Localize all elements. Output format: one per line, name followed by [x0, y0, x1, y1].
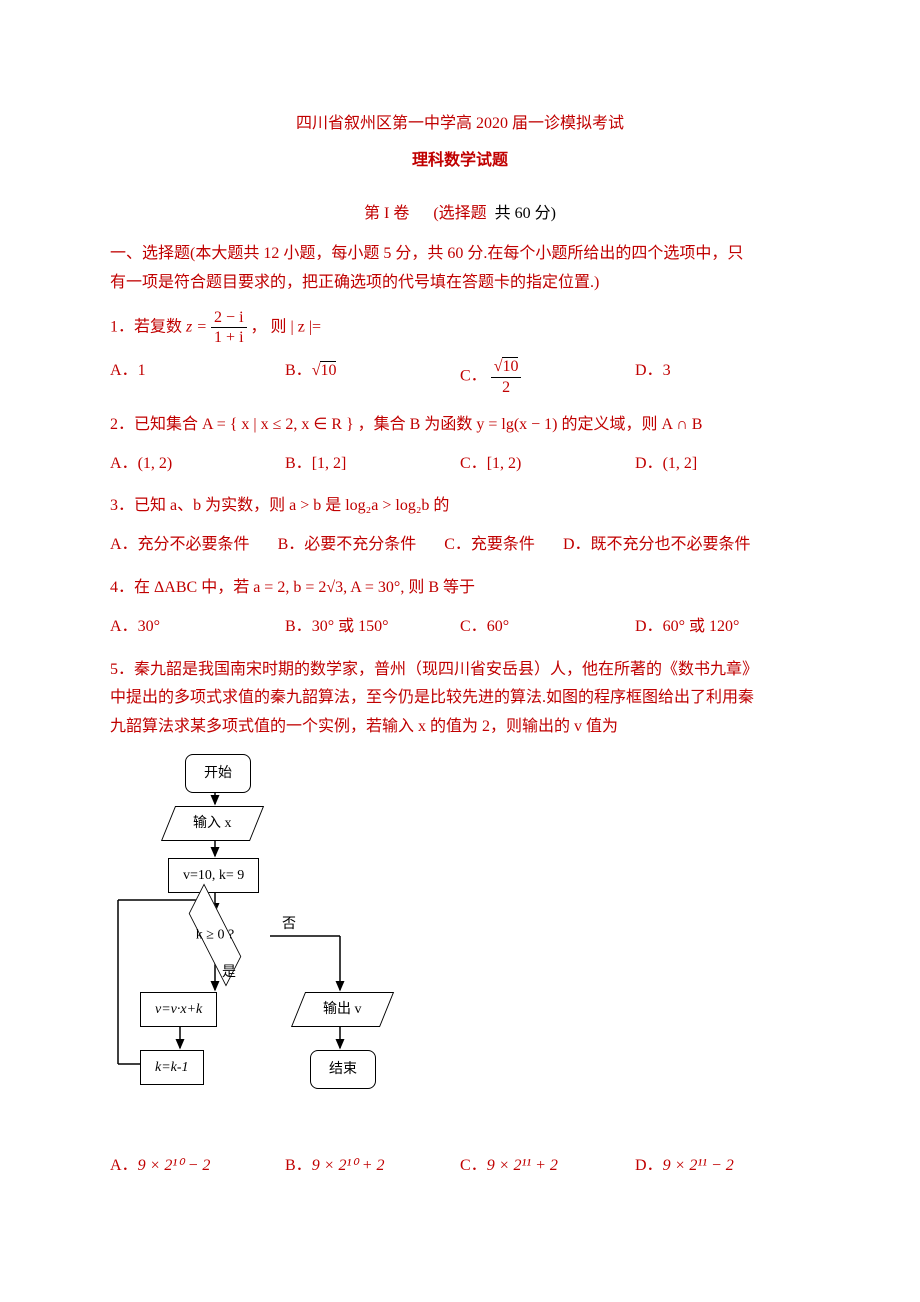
section-num: 第 I 卷 — [364, 205, 409, 222]
q3-opt-d: D．既不充分也不必要条件 — [563, 531, 751, 560]
doc-title: 四川省叙州区第一中学高 2020 届一诊模拟考试 — [110, 110, 810, 139]
q5-opt-d: D．9 × 2¹¹ − 2 — [635, 1152, 810, 1181]
q4-opt-d: D．60° 或 120° — [635, 613, 810, 642]
q3: 3．已知 a、b 为实数，则 a > b 是 log₂a > log₂b 的 — [110, 492, 810, 521]
q5-line2: 中提出的多项式求值的秦九韶算法，至今仍是比较先进的算法.如图的程序框图给出了利用… — [110, 684, 810, 713]
q2-opt-c: C．[1, 2) — [460, 450, 635, 479]
doc-subtitle: 理科数学试题 — [110, 147, 810, 176]
q1-z: z = — [186, 318, 211, 335]
q5-line3: 九韶算法求某多项式值的一个实例，若输入 x 的值为 2，则输出的 v 值为 — [110, 713, 810, 742]
q5-opt-a: A．9 × 2¹⁰ − 2 — [110, 1152, 285, 1181]
q2-setA: A = { x | x ≤ 2, x ∈ R } — [202, 416, 354, 433]
fc-step1: v=v·x+k — [140, 992, 217, 1027]
q1-num: 2 − i — [211, 308, 246, 328]
q1-opt-c: C． √10 2 — [460, 357, 635, 396]
q2-post: 的定义域，则 A ∩ B — [562, 416, 703, 433]
section-pts: 共 60 分) — [495, 205, 556, 222]
q2-pre: 2．已知集合 — [110, 416, 202, 433]
q1-den: 1 + i — [211, 328, 246, 347]
q2-mid: ，集合 B 为函数 — [358, 416, 477, 433]
q1-frac: 2 − i 1 + i — [211, 308, 246, 347]
q3-opt-a: A．充分不必要条件 — [110, 531, 250, 560]
q2-opt-d: D．(1, 2] — [635, 450, 810, 479]
instructions: 一、选择题(本大题共 12 小题，每小题 5 分，共 60 分.在每个小题所给出… — [110, 240, 810, 298]
fc-input: 输入 x — [168, 806, 257, 841]
flowchart: 开始 输入 x v=10, k= 9 k ≥ 0 ? 是 否 v=v·x+k k… — [110, 752, 430, 1142]
q5-line1: 5．秦九韶是我国南宋时期的数学家，普州（现四川省安岳县）人，他在所著的《数书九章… — [110, 656, 810, 685]
fc-cond: k ≥ 0 ? — [160, 912, 270, 969]
q5-options: A．9 × 2¹⁰ − 2 B．9 × 2¹⁰ + 2 C．9 × 2¹¹ + … — [110, 1152, 810, 1181]
q1-post: ， 则 | z |= — [251, 318, 322, 335]
fc-output: 输出 v — [298, 992, 387, 1027]
q2: 2．已知集合 A = { x | x ≤ 2, x ∈ R } ，集合 B 为函… — [110, 411, 810, 440]
section-note: (选择题 — [433, 205, 486, 222]
q1-opt-a: A．1 — [110, 357, 285, 396]
q3-opt-b: B．必要不充分条件 — [278, 531, 417, 560]
fc-yes: 是 — [222, 960, 236, 985]
fc-init: v=10, k= 9 — [168, 858, 259, 893]
q1-opt-b: B．√10 — [285, 357, 460, 396]
instr-line1: 一、选择题(本大题共 12 小题，每小题 5 分，共 60 分.在每个小题所给出… — [110, 240, 810, 269]
q2-options: A．(1, 2) B．[1, 2] C．[1, 2) D．(1, 2] — [110, 450, 810, 479]
section-header: 第 I 卷 (选择题 共 60 分) — [110, 200, 810, 229]
q4-opt-b: B．30° 或 150° — [285, 613, 460, 642]
q1-opt-d: D．3 — [635, 357, 810, 396]
q4: 4．在 ΔABC 中，若 a = 2, b = 2√3, A = 30°, 则 … — [110, 574, 810, 603]
fc-step2: k=k-1 — [140, 1050, 204, 1085]
q3-options: A．充分不必要条件 B．必要不充分条件 C．充要条件 D．既不充分也不必要条件 — [110, 531, 810, 560]
q1: 1．若复数 z = 2 − i 1 + i ， 则 | z |= — [110, 308, 810, 347]
q4-opt-c: C．60° — [460, 613, 635, 642]
q2-funcB: y = lg(x − 1) — [476, 416, 557, 433]
q5-opt-c: C．9 × 2¹¹ + 2 — [460, 1152, 635, 1181]
q4-opt-a: A．30° — [110, 613, 285, 642]
q5: 5．秦九韶是我国南宋时期的数学家，普州（现四川省安岳县）人，他在所著的《数书九章… — [110, 656, 810, 742]
q3-opt-c: C．充要条件 — [444, 531, 535, 560]
q5-opt-b: B．9 × 2¹⁰ + 2 — [285, 1152, 460, 1181]
instr-line2: 有一项是符合题目要求的，把正确选项的代号填在答题卡的指定位置.) — [110, 269, 810, 298]
q2-opt-a: A．(1, 2) — [110, 450, 285, 479]
fc-start: 开始 — [185, 754, 251, 793]
fc-end: 结束 — [310, 1050, 376, 1089]
q2-opt-b: B．[1, 2] — [285, 450, 460, 479]
fc-no: 否 — [282, 912, 296, 937]
q1-options: A．1 B．√10 C． √10 2 D．3 — [110, 357, 810, 396]
q1-pre: 1．若复数 — [110, 318, 186, 335]
q4-options: A．30° B．30° 或 150° C．60° D．60° 或 120° — [110, 613, 810, 642]
